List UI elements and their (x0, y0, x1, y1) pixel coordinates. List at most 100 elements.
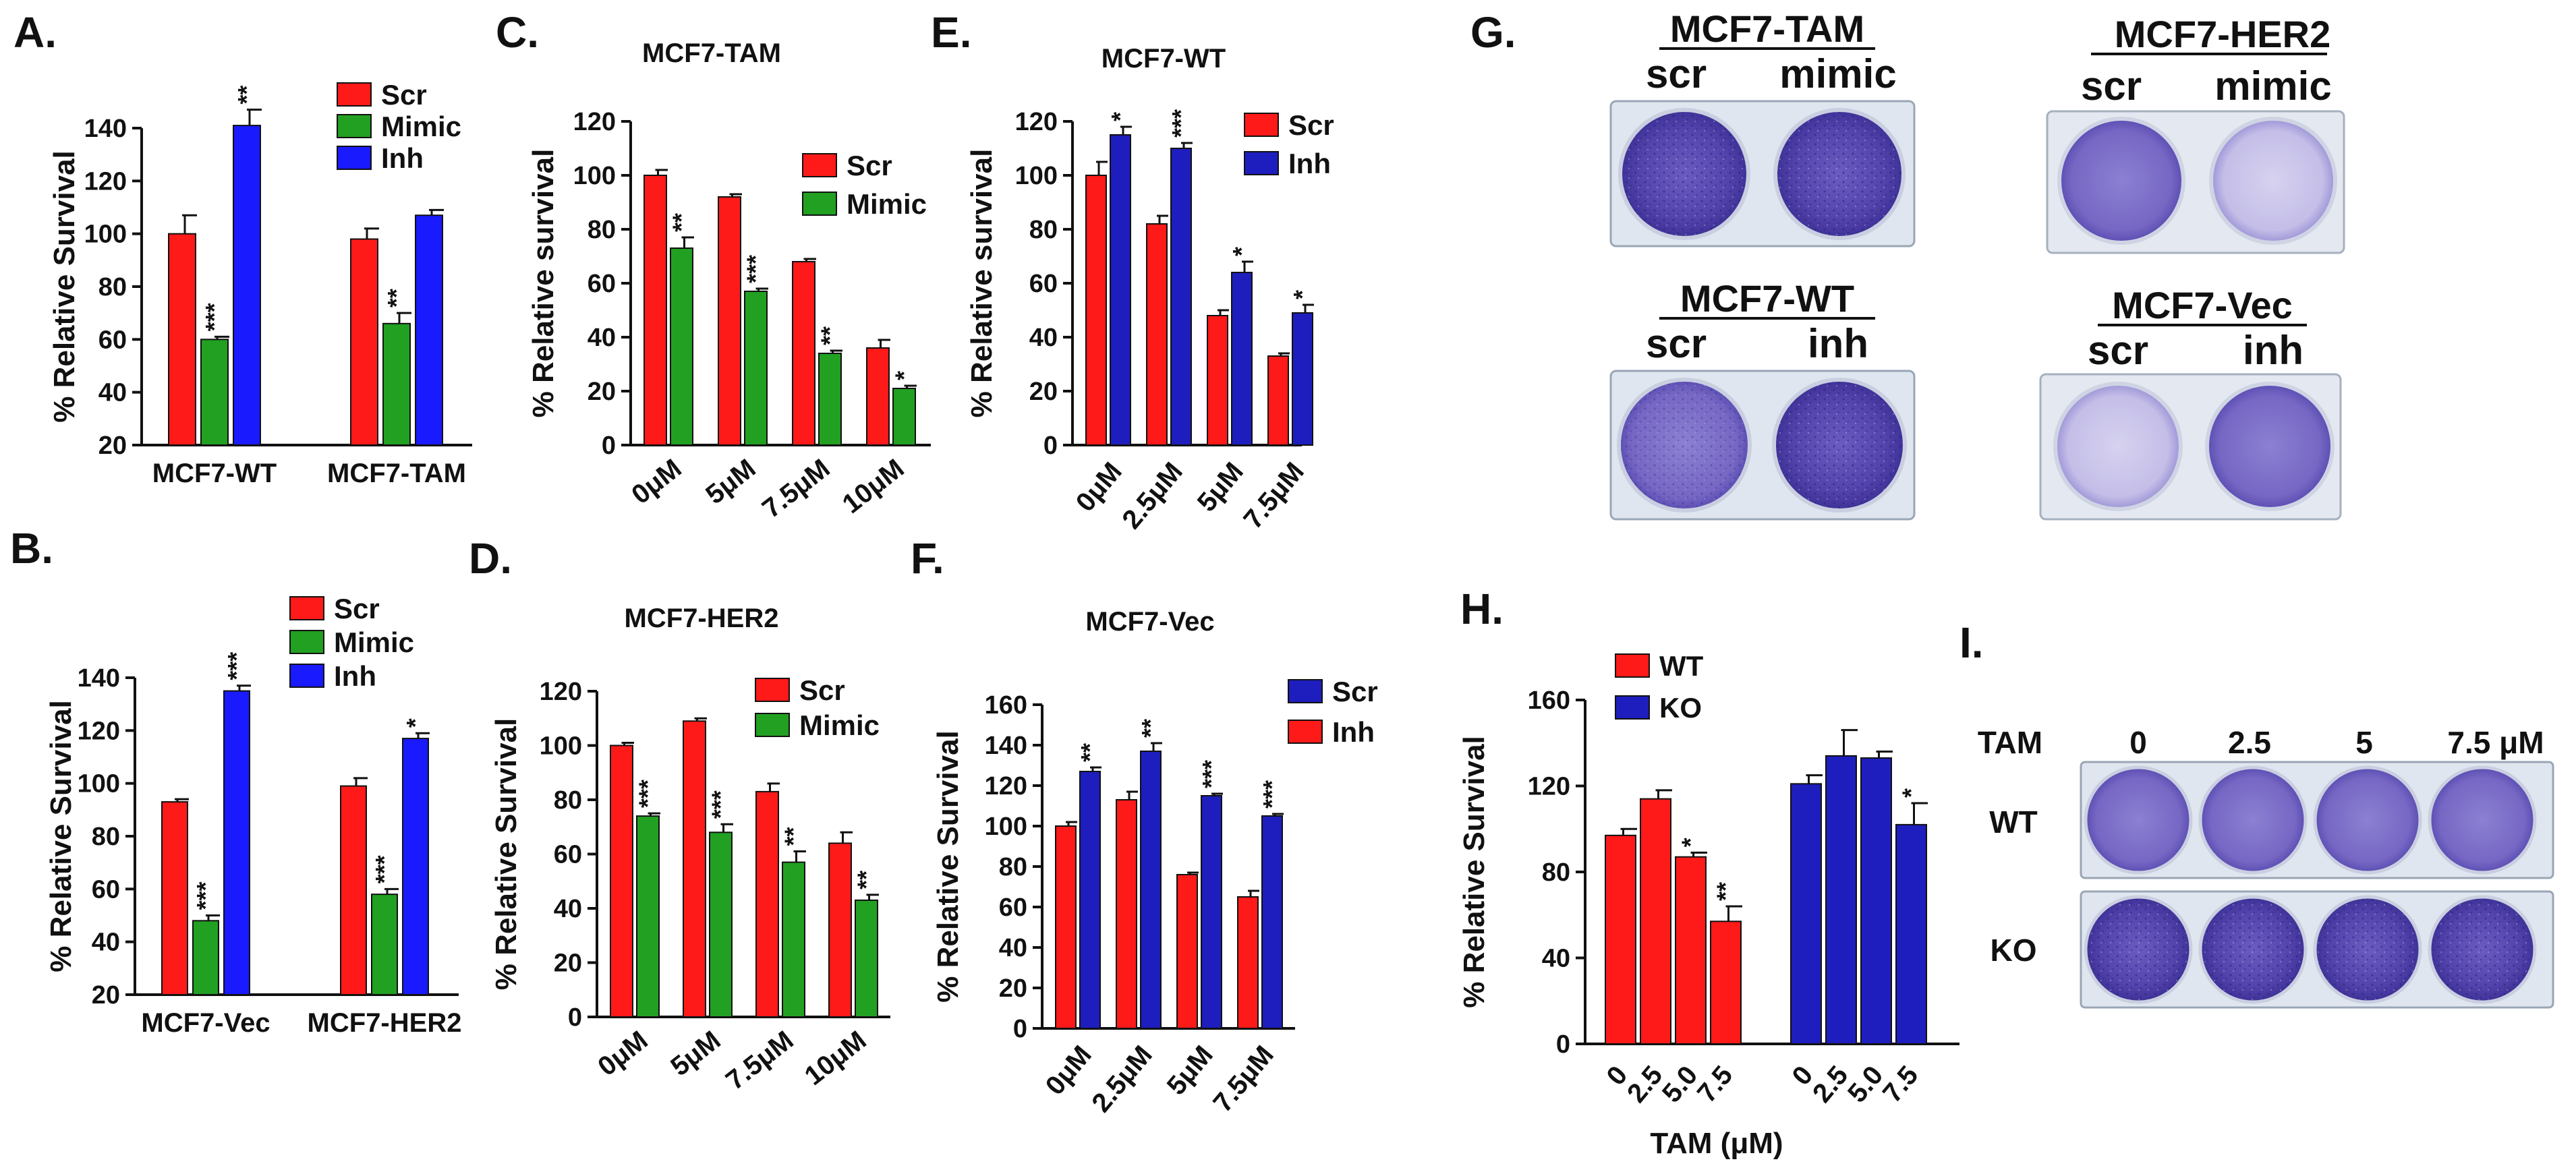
bar-mimic (744, 291, 768, 446)
significance-marker: *** (370, 855, 398, 883)
row-label-ko: KO (1991, 933, 2037, 968)
bar-scr (1146, 223, 1168, 446)
y-tick-label: 0 (1043, 432, 1058, 460)
significance-marker: ** (1137, 719, 1164, 738)
legend-swatch (1244, 151, 1279, 175)
y-tick-label: 120 (78, 717, 120, 745)
plate-group-mcf7-wt: MCF7-WT scr inh (1609, 277, 1916, 521)
legend-swatch (289, 664, 324, 688)
well-wt-5 (2313, 765, 2422, 875)
y-axis-label: % Relative Survival (45, 700, 78, 972)
legend-label: Mimic (799, 709, 880, 741)
well-ko-2-5-texture (2202, 899, 2303, 1000)
significance-marker: * (1897, 788, 1925, 798)
category-label: MCF7-HER2 (308, 1008, 462, 1038)
bar-inh (415, 214, 443, 446)
bar-inh (1292, 312, 1313, 446)
bar-wt (1640, 798, 1671, 1045)
bar-inh (1110, 134, 1131, 446)
y-axis-label: % Relative Survival (1458, 736, 1491, 1008)
significance-marker: *** (634, 780, 662, 808)
bar-scr (1085, 175, 1107, 446)
category-label: 10μM (799, 1025, 872, 1091)
legend-label: Inh (381, 142, 424, 174)
y-axis-label: % Relative survival (965, 149, 998, 418)
well-scr (2053, 382, 2183, 511)
y-tick-label: 100 (985, 813, 1027, 841)
bar-scr (610, 744, 633, 1018)
significance-marker: * (1677, 838, 1705, 847)
y-axis-label: % Relative Survival (48, 150, 81, 423)
y-tick-label: 20 (588, 378, 616, 406)
y-tick-label: 40 (92, 929, 120, 957)
category-label: 7.5μM (1238, 457, 1310, 535)
plate-group-mcf7-vec: MCF7-Vec scr inh (2039, 284, 2342, 521)
category-label: 5μM (665, 1025, 726, 1082)
y-axis-label: % Relative survival (527, 149, 560, 418)
bar-mimic (782, 861, 805, 1018)
y-tick-label: 0 (568, 1003, 582, 1032)
category-label: 5μM (1192, 457, 1249, 518)
bar-inh (1176, 874, 1198, 1029)
chart-e: MCF7-WT % Relative survival 0 20 40 60 80 100 12… (965, 44, 1334, 535)
legend-label: Mimic (334, 626, 414, 658)
y-tick-label: 120 (1015, 108, 1058, 136)
category-label: 2.5μM (1086, 1041, 1158, 1118)
legend-swatch (289, 596, 324, 620)
significance-marker: ** (816, 326, 844, 345)
bar-ko (1895, 823, 1927, 1045)
category-label: MCF7-WT (152, 459, 277, 488)
panel-letter-c: C. (496, 8, 539, 57)
plate-right-label: inh (1808, 321, 1868, 366)
y-tick-label: 80 (98, 273, 127, 301)
category-label: 0μM (1040, 1041, 1097, 1101)
bar-scr (1261, 815, 1283, 1029)
y-tick-label: 100 (78, 770, 120, 798)
legend-swatch (802, 192, 837, 216)
legend-swatch (1288, 720, 1323, 744)
bar-scr (828, 842, 852, 1018)
bar-mimic (371, 894, 398, 995)
dose-label: 2.5 (2228, 725, 2271, 760)
bar-inh (1237, 896, 1259, 1029)
bar-inh (233, 125, 261, 446)
category-label: 2.5μM (1116, 457, 1189, 535)
bar-inh (402, 738, 429, 996)
bar-mimic (670, 247, 693, 446)
bar-mimic (709, 831, 733, 1018)
chart-d: MCF7-HER2 % Relative Survival 0 20 40 60 80 100… (490, 604, 890, 1096)
plate-right-label: mimic (1779, 51, 1896, 96)
well-wt-7-5 (2428, 765, 2537, 875)
category-label: 5μM (700, 453, 761, 510)
legend-swatch (802, 153, 837, 177)
well-ko-7-5-texture (2432, 899, 2533, 1000)
y-tick-label: 120 (573, 108, 616, 136)
well-mimic-texture (1777, 112, 1901, 236)
significance-marker: * (401, 718, 429, 728)
bar-scr (1267, 355, 1289, 446)
well-scr-texture (1622, 112, 1746, 236)
significance-marker: ** (780, 827, 807, 846)
chart-h: % Relative Survival0408012016002.5*5.0**… (1458, 650, 1959, 1160)
y-tick-label: 60 (98, 326, 127, 354)
bar-mimic (200, 339, 229, 446)
significance-marker: *** (707, 790, 735, 819)
panel-i-plates: TAM 0 2.5 5 7.5 μM WT KO (1978, 725, 2554, 1009)
y-tick-label: 40 (98, 379, 127, 407)
significance-marker: *** (1197, 760, 1225, 788)
y-tick-label: 100 (540, 732, 582, 761)
significance-marker: *** (1167, 109, 1195, 138)
legend-label: Mimic (381, 111, 461, 142)
bar-scr (683, 720, 706, 1018)
y-tick-label: 120 (1528, 773, 1570, 801)
bar-mimic (192, 920, 219, 996)
chart-title: MCF7-HER2 (625, 604, 779, 633)
significance-marker: ** (668, 213, 695, 232)
legend-swatch (337, 146, 372, 170)
row-label-wt: WT (1989, 805, 2038, 840)
category-label: 0μM (1070, 457, 1128, 518)
dose-label: 5 (2355, 725, 2373, 760)
bar-inh (1055, 825, 1077, 1029)
y-tick-label: 160 (1528, 686, 1570, 715)
chart-b: % Relative Survival20406080100120140****… (45, 593, 461, 1038)
